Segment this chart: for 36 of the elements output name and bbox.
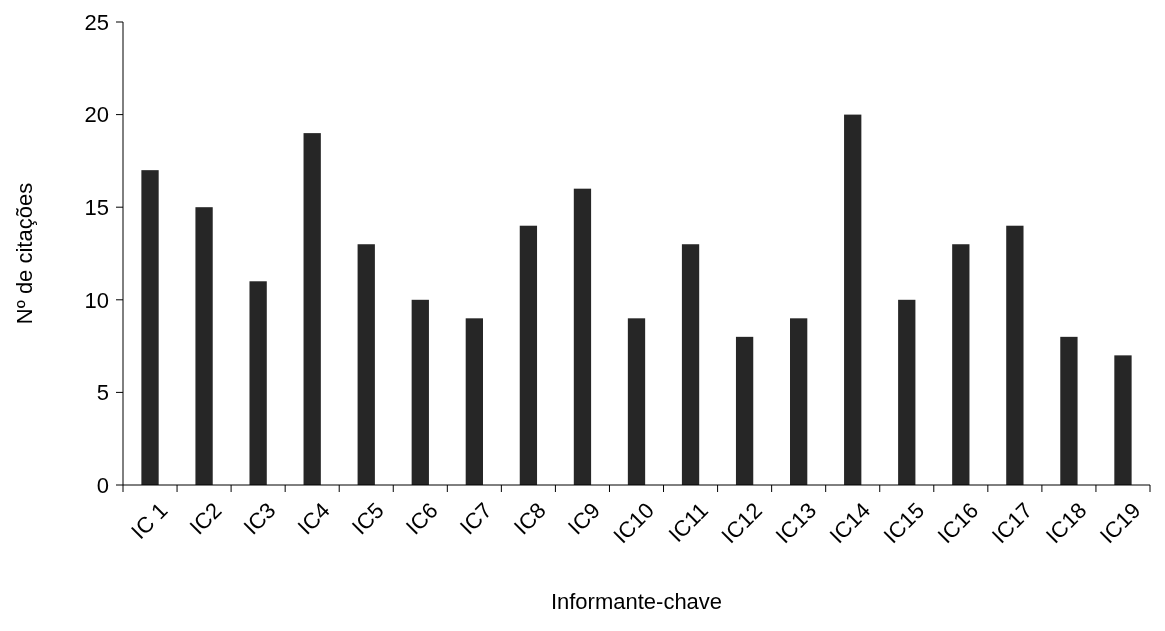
bar [790,318,808,485]
bar [898,299,916,485]
y-tick-label: 0 [96,472,109,498]
y-tick-label: 25 [84,9,109,35]
bar [411,299,429,485]
bar [465,318,483,485]
x-tick-label: IC2 [184,497,227,540]
x-axis-title: Informante-chave [550,589,723,614]
y-tick-label: 10 [84,287,109,313]
bar [141,170,159,485]
x-tick-label: IC5 [346,497,389,540]
x-tick-label: IC9 [562,497,605,540]
bar [249,281,267,485]
bar [519,225,538,485]
x-tick-label: IC6 [400,497,443,540]
bar [952,244,970,485]
bar [357,244,375,485]
x-tick-label: IC8 [508,497,551,540]
bar [1006,225,1024,485]
bar [681,244,700,485]
x-tick-label: IC3 [238,497,281,540]
y-tick-label: 15 [84,194,109,220]
bar [303,133,321,485]
bar [1114,355,1132,485]
y-tick-label: 20 [84,102,109,128]
bar [735,336,754,485]
y-axis-title: Nº de citações [12,182,37,325]
x-tick-label: IC 1 [126,497,173,544]
bar [573,188,592,485]
y-tick-label: 5 [96,380,109,406]
bar [1060,336,1078,485]
bar [844,114,862,485]
bar [627,318,646,485]
x-tick-label: IC4 [292,497,335,540]
bar [195,207,213,485]
x-tick-label: IC7 [454,497,497,540]
